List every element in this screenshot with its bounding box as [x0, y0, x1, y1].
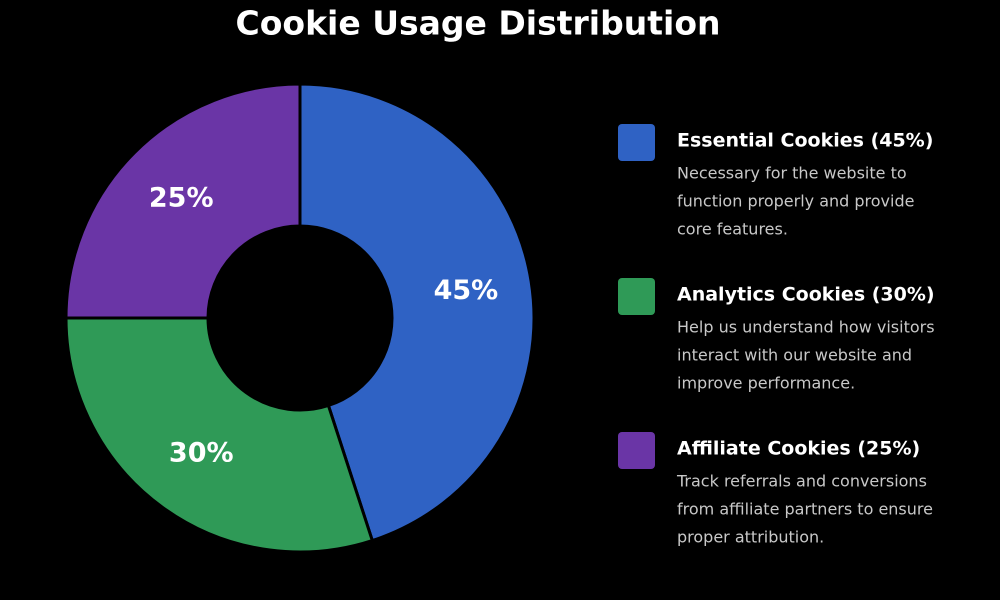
legend-label: Analytics Cookies (30%): [677, 284, 935, 306]
data-label: 25%: [149, 183, 214, 214]
legend-label: Essential Cookies (45%): [677, 130, 933, 152]
donut-slice: [64, 316, 375, 554]
legend-description: interact with our website and: [677, 346, 912, 365]
legend-swatch: [618, 278, 655, 315]
legend-label: Affiliate Cookies (25%): [677, 438, 920, 460]
legend-description: proper attribution.: [677, 528, 824, 547]
donut-slice: [64, 82, 302, 320]
legend-swatch: [618, 124, 655, 161]
donut-slice: [298, 82, 536, 543]
data-label: 45%: [434, 275, 499, 306]
legend-swatch: [618, 432, 655, 469]
data-label: 30%: [169, 437, 234, 468]
legend-description: improve performance.: [677, 374, 855, 393]
legend-description: from affiliate partners to ensure: [677, 500, 933, 519]
legend-description: Track referrals and conversions: [676, 472, 927, 491]
legend-description: Necessary for the website to: [677, 164, 907, 183]
legend-description: Help us understand how visitors: [677, 318, 935, 337]
legend-description: core features.: [677, 220, 788, 239]
chart-title: Cookie Usage Distribution: [236, 4, 721, 43]
legend-description: function properly and provide: [677, 192, 914, 211]
